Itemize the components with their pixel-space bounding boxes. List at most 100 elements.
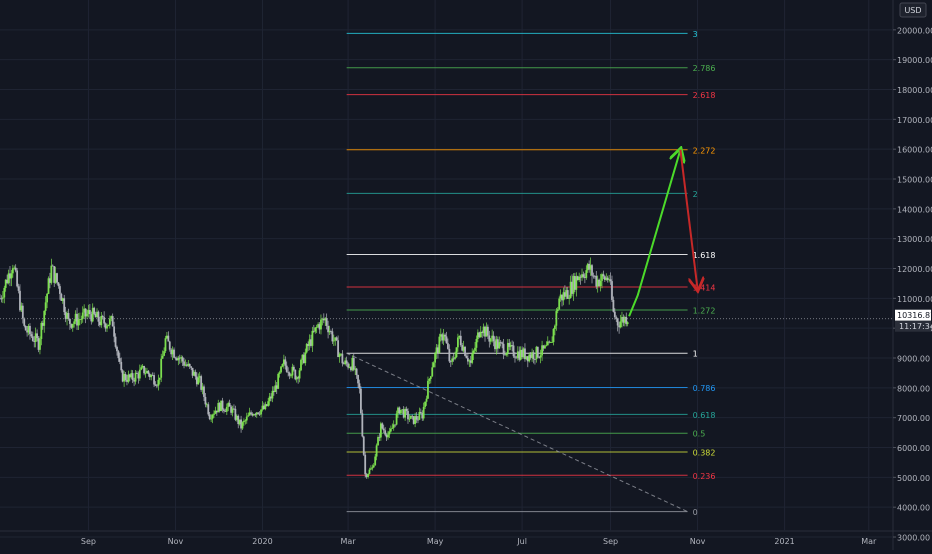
- candle-body: [235, 415, 238, 420]
- price-axis[interactable]: 3000.00 4000.00 5000.00 6000.00 7000.00 8000.…: [893, 26, 932, 543]
- candle-body: [314, 327, 317, 332]
- candle-body: [549, 342, 552, 343]
- candle-body: [609, 279, 612, 282]
- candle-body: [204, 396, 207, 405]
- time-axis[interactable]: Sep Nov 2020 Mar May Jul Sep Nov 2021 Mar: [81, 537, 877, 546]
- fib-level-label: 0.618: [693, 411, 716, 420]
- candle-body: [215, 410, 218, 413]
- candle-body: [46, 293, 48, 303]
- candle-body: [138, 369, 141, 379]
- currency-button[interactable]: [899, 2, 927, 18]
- candle-body: [432, 362, 435, 368]
- candle-body: [164, 338, 167, 352]
- candle-body: [305, 343, 308, 353]
- candle-body: [448, 348, 451, 362]
- candle-body: [108, 318, 111, 325]
- candle-body: [288, 372, 291, 376]
- candle-body: [261, 405, 264, 410]
- candle-body: [613, 311, 616, 318]
- candle-body: [324, 318, 327, 321]
- fib-level-label: 1.272: [693, 306, 716, 315]
- candle-body: [113, 326, 116, 337]
- candle-body: [571, 281, 573, 294]
- candle-body: [174, 357, 177, 359]
- candle-body: [518, 351, 521, 360]
- candle-body: [160, 358, 163, 378]
- candle-body: [499, 342, 502, 343]
- candle-body: [211, 414, 214, 419]
- currency-badge[interactable]: USD: [899, 2, 927, 18]
- candle-body: [331, 331, 334, 342]
- candle-body: [76, 313, 78, 326]
- fibonacci-extension[interactable]: 3 2.786 2.618 2.272 2 1.618 1.414 1.272 1 0.786 0.…: [346, 30, 716, 517]
- candle-body: [419, 411, 422, 413]
- candle-body: [378, 437, 381, 438]
- time-tick-label: Jul: [516, 537, 527, 546]
- candle-body: [220, 400, 223, 412]
- candle-body: [101, 316, 104, 318]
- candle-body: [34, 333, 37, 342]
- price-tick-label: 8000.00: [897, 384, 930, 393]
- fib-trend-line[interactable]: [346, 352, 688, 513]
- candle-body: [103, 317, 106, 324]
- candle-body: [154, 384, 157, 386]
- candle-body: [561, 294, 563, 301]
- candle-body: [340, 353, 342, 355]
- candle-body: [364, 454, 367, 475]
- candle-body: [318, 324, 321, 330]
- projection-arrows[interactable]: [628, 149, 698, 317]
- candle-body: [575, 276, 578, 290]
- candle-body: [522, 348, 525, 358]
- candle-body: [581, 274, 583, 278]
- candle-body: [596, 279, 599, 287]
- candle-body: [361, 413, 364, 437]
- fib-level-label: 0.5: [693, 430, 706, 439]
- candle-body: [505, 352, 508, 355]
- candle-body: [451, 358, 454, 362]
- candle-body: [568, 298, 571, 299]
- candle-body: [541, 345, 543, 356]
- candle-body: [392, 424, 395, 428]
- candle-body: [90, 314, 93, 322]
- candle-body: [431, 367, 434, 377]
- candle-body: [338, 354, 341, 358]
- candle-body: [207, 404, 210, 415]
- candle-body: [365, 474, 368, 477]
- projection-up-arrow[interactable]: [628, 150, 680, 317]
- candle-body: [3, 287, 6, 298]
- candle-body: [241, 422, 244, 429]
- candle-body: [271, 390, 274, 399]
- candle-body: [285, 365, 288, 372]
- candle-body: [328, 331, 331, 333]
- candle-body: [330, 331, 332, 332]
- candle-body: [452, 358, 455, 360]
- candle-body: [43, 310, 46, 326]
- candle-body: [399, 409, 402, 414]
- candle-body: [70, 323, 73, 328]
- candle-body: [315, 326, 318, 328]
- candle-body: [442, 334, 445, 341]
- projection-down-arrow[interactable]: [679, 149, 697, 290]
- candle-body: [191, 367, 194, 376]
- candle-body: [484, 326, 486, 337]
- candle-body: [558, 298, 561, 310]
- candle-body: [24, 325, 27, 331]
- candle-body: [350, 367, 352, 371]
- candle-body: [205, 404, 208, 406]
- time-tick-label: May: [427, 537, 444, 546]
- candle-body: [134, 372, 137, 382]
- price-tick-label: 4000.00: [897, 504, 930, 513]
- candle-body: [130, 373, 133, 378]
- candle-body: [508, 342, 511, 347]
- candle-body: [173, 349, 175, 358]
- price-tick-label: 6000.00: [897, 444, 930, 453]
- candle-body: [372, 465, 375, 468]
- candle-body: [19, 290, 21, 311]
- candle-body: [287, 371, 290, 373]
- candle-body: [564, 292, 566, 297]
- candle-body: [434, 353, 436, 363]
- fib-level-label: 0.382: [693, 448, 716, 457]
- current-time-badge: [895, 320, 931, 332]
